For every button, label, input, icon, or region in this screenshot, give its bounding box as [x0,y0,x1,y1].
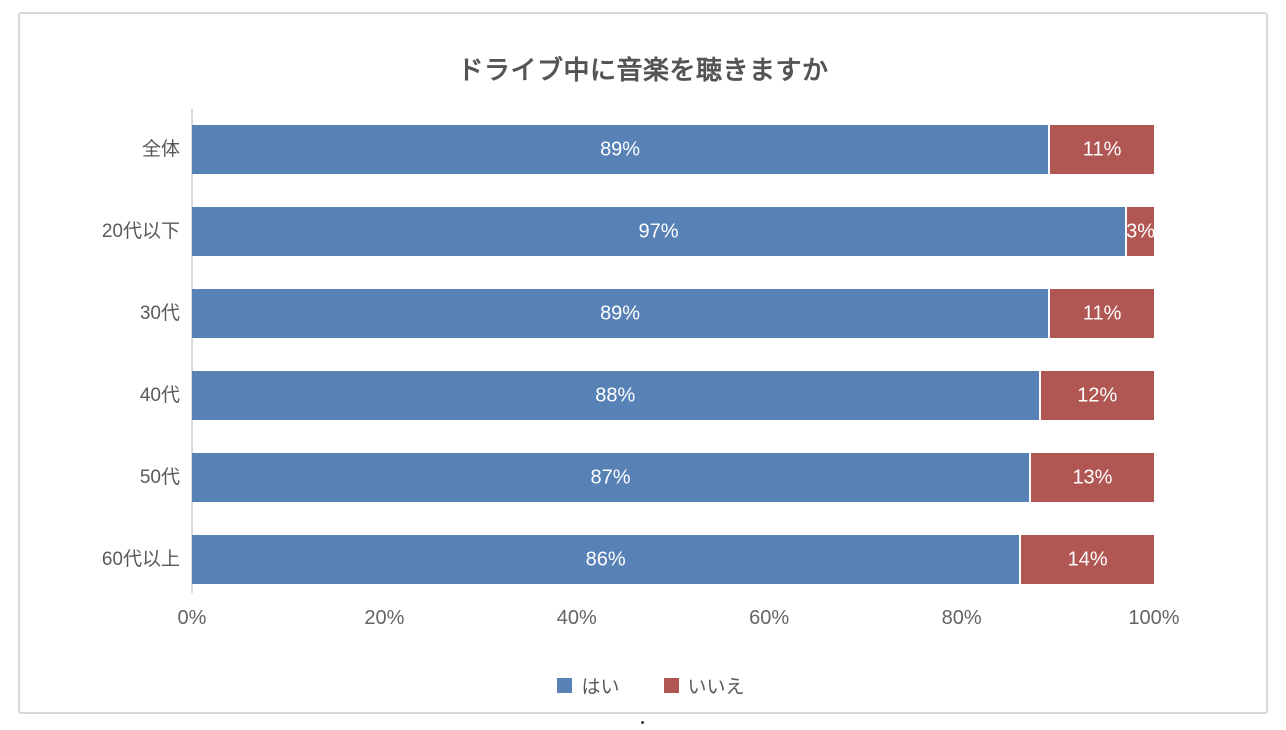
category-label: 50代 [139,467,180,488]
legend-label: はい [581,677,620,698]
bar-row: 87% 13% [192,453,1154,502]
legend-swatch-icon [663,678,679,693]
legend-item: はい [557,672,620,699]
x-axis-tick-label: 0% [177,607,207,629]
data-label: 97% [638,220,679,242]
data-label: 88% [595,384,636,406]
data-label: 86% [585,548,626,570]
x-axis-tick-label: 40% [556,607,597,629]
category-label: 60代以上 [101,549,180,570]
category-label: 40代 [139,385,180,406]
data-label: 14% [1067,548,1108,570]
bar-segment-yes: 97% [192,207,1126,256]
x-axis-tick-label: 60% [749,607,790,629]
bar-segment-no: 3% [1125,207,1155,256]
chart-panel: ドライブ中に音楽を聴きますか 89% 11% 97% 3% 89% 11% 88% 12% 87… [18,12,1268,714]
data-label: 11% [1082,302,1122,324]
data-label: 11% [1082,138,1122,160]
category-label: 全体 [141,139,180,160]
bar-row: 88% 12% [192,371,1154,420]
data-label: 89% [600,138,641,160]
data-label: 3% [1126,220,1155,242]
data-label: 13% [1072,466,1113,488]
bar-segment-no: 12% [1038,371,1154,420]
chart-title: ドライブ中に音楽を聴きますか [457,55,829,85]
bar-segment-yes: 88% [192,371,1039,420]
bar-row: 97% 3% [192,207,1155,256]
x-axis-tick-label: 100% [1128,607,1180,629]
bar-segment-yes: 89% [192,289,1049,338]
bar-segment-yes: 86% [192,535,1020,584]
legend-item: いいえ [663,672,745,699]
data-label: 89% [600,302,641,324]
bar-segment-no: 13% [1028,453,1154,502]
bar-segment-yes: 89% [192,125,1049,174]
bar-segment-no: 14% [1019,535,1154,584]
x-axis-tick-label: 20% [364,607,405,629]
data-label: 12% [1077,384,1118,406]
category-label: 20代以下 [101,221,180,242]
legend-label: いいえ [687,677,745,698]
legend: はい いいえ [20,672,1266,699]
bar-segment-no: 11% [1048,125,1154,174]
bar-segment-yes: 87% [192,453,1029,502]
bar-row: 86% 14% [192,535,1154,584]
bar-row: 89% 11% [192,125,1154,174]
bar-segment-no: 11% [1048,289,1154,338]
x-axis-tick-label: 80% [941,607,982,629]
stray-dot [641,721,644,724]
y-axis-line [191,109,193,593]
data-label: 87% [590,466,631,488]
category-label: 30代 [139,303,180,324]
bar-row: 89% 11% [192,289,1154,338]
legend-swatch-icon [557,678,573,693]
